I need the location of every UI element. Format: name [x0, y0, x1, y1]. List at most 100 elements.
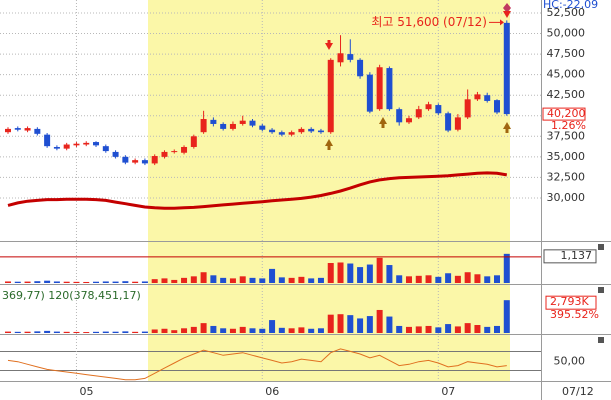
candle-body	[249, 120, 256, 126]
volume-bar	[366, 316, 373, 333]
candle-body	[308, 128, 315, 132]
volume-bar	[327, 263, 334, 283]
volume-bar	[171, 330, 178, 333]
volume-bar	[308, 328, 315, 333]
volume-bar	[288, 277, 295, 283]
last-price-box	[542, 107, 586, 121]
volume-bar	[425, 275, 432, 283]
volume-bar	[34, 281, 41, 283]
oscillator-line	[7, 348, 507, 381]
volume-bar	[44, 280, 51, 283]
volume-bar	[298, 276, 305, 283]
volume-bar	[220, 328, 227, 333]
volume-bar	[14, 331, 21, 333]
candle-body	[484, 95, 491, 101]
candle-body	[337, 53, 344, 63]
x-tick-label: 06	[265, 385, 279, 398]
candle-body	[200, 119, 207, 133]
annotation-arrowhead	[500, 19, 504, 26]
candle-body	[44, 134, 51, 147]
candle-body	[415, 109, 422, 118]
candle-body	[229, 123, 236, 129]
candle-body	[445, 113, 452, 131]
volume-bar	[181, 328, 188, 333]
volume-bar	[141, 281, 148, 283]
candle-body	[425, 104, 432, 110]
candle-body	[503, 22, 510, 115]
candle-body	[24, 128, 31, 131]
volume-bar	[445, 324, 452, 333]
candle-body	[181, 146, 188, 153]
volume-bar	[278, 327, 285, 333]
volume-bar	[53, 331, 60, 333]
candle-body	[34, 128, 41, 134]
volume-bar	[93, 331, 100, 333]
volume-bar	[63, 331, 70, 333]
header: HC:-22,09	[543, 0, 598, 11]
volume-bar	[503, 300, 510, 333]
y-tick-label: 37,500	[547, 129, 586, 142]
volume-bar	[278, 277, 285, 283]
candle-body	[347, 54, 354, 60]
volume-bar	[24, 281, 31, 283]
candle-body	[5, 128, 11, 133]
volume-bar	[53, 281, 60, 283]
volume-bar	[200, 323, 207, 333]
volume-bar	[249, 277, 256, 283]
volume-bar	[386, 316, 393, 333]
y-tick-label: 32,500	[547, 170, 586, 183]
candle-body	[474, 94, 481, 100]
volume-bar	[102, 331, 109, 333]
volume-bar	[5, 281, 11, 283]
volume-bar	[503, 253, 510, 283]
candle-body	[396, 109, 403, 123]
candle-body	[376, 67, 383, 110]
candle-body	[386, 68, 393, 110]
volume-bar	[171, 279, 178, 283]
volume-bar	[239, 326, 246, 333]
value-label: 1,137	[561, 249, 593, 262]
signal-arrows	[325, 3, 511, 150]
volume-bar	[73, 331, 80, 333]
volume-bar	[357, 267, 364, 283]
volume-bar	[181, 277, 188, 283]
candle-body	[83, 142, 90, 145]
volume-bar	[376, 309, 383, 333]
volume-bar	[190, 326, 197, 333]
x-tick-label: 07	[441, 385, 455, 398]
volume-bar	[229, 278, 236, 283]
y-tick-label: 52,500	[547, 6, 586, 19]
volume-bar	[474, 274, 481, 283]
volume-bar	[259, 328, 266, 333]
candle-body	[494, 100, 500, 113]
volume-bar	[112, 331, 119, 333]
volume-bar	[83, 332, 90, 333]
candle-body	[288, 132, 295, 135]
volume-bar	[14, 281, 21, 283]
candle-body	[454, 117, 461, 130]
candle-body	[112, 151, 119, 157]
volume-bar	[464, 272, 471, 283]
volume-bar	[210, 325, 217, 333]
candle-body	[269, 129, 276, 133]
volume-bar	[494, 325, 500, 333]
volume-bar	[288, 328, 295, 333]
candle-body	[357, 59, 364, 77]
y-tick-label: 47,500	[547, 47, 586, 60]
volume-bar	[435, 276, 442, 283]
volume-bar	[122, 281, 129, 283]
volume-bar	[112, 281, 119, 283]
volume-bar	[454, 326, 461, 333]
volume-bar	[405, 276, 412, 283]
candle-body	[405, 118, 412, 123]
candle-body	[317, 130, 324, 133]
volume-bar	[141, 331, 148, 333]
candle-body	[259, 125, 266, 130]
volume-bar	[317, 277, 324, 283]
volume-bar	[425, 325, 432, 333]
candle-body	[141, 160, 148, 164]
value-box	[543, 249, 597, 264]
volume-bar	[366, 264, 373, 283]
y-tick-label: 42,500	[547, 88, 586, 101]
volume-bar	[83, 281, 90, 283]
